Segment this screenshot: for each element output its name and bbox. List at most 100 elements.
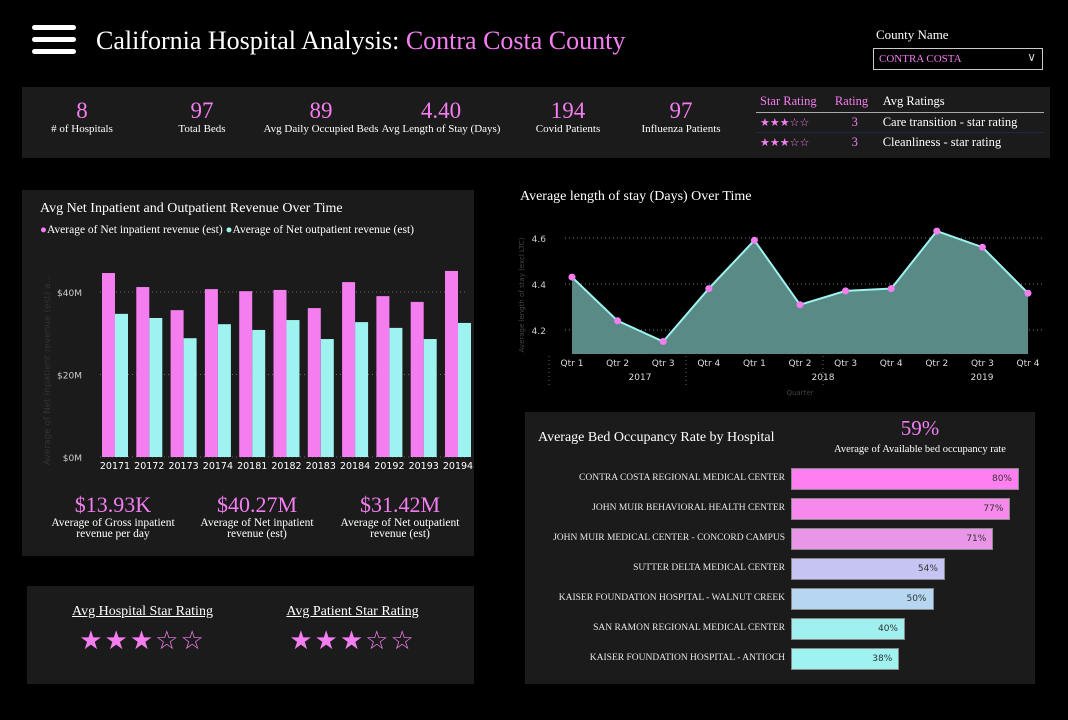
data-point [842, 287, 850, 295]
data-point [978, 243, 986, 251]
rating-name: Care transition - star rating [882, 114, 1018, 129]
rating-value: 3 [851, 134, 858, 149]
kpi-card: 97 Total Beds [142, 98, 262, 135]
bar-inpatient [102, 273, 115, 457]
x-tick-label: Qtr 4 [697, 359, 720, 369]
occupancy-bar[interactable]: 77% [791, 498, 1011, 520]
hospital-star-icons: ★★★☆☆ [79, 626, 206, 655]
y-tick-label: $20M [57, 372, 82, 382]
column-header: Avg Ratings [882, 94, 945, 109]
title-county: Contra Costa County [405, 26, 626, 55]
kpi-label: Covid Patients [535, 123, 601, 135]
data-point [887, 285, 895, 293]
bar-inpatient [342, 282, 356, 457]
x-tick-label: 20173 [168, 461, 198, 472]
star-icons: ★★★☆☆ [760, 136, 810, 149]
kpi-gross-inpatient: $13.93K Average of Gross inpatient revenu… [38, 492, 188, 540]
legend-inpatient[interactable]: Average of Net inpatient revenue (est) [46, 224, 223, 236]
stay-chart-title: Average length of stay (Days) Over Time [520, 189, 752, 204]
y-axis-title: Average length of stay (excl LTC) [518, 237, 526, 352]
bar-outpatient [458, 322, 471, 457]
bar-outpatient [286, 320, 300, 457]
kpi-net-inpatient: $40.27M Average of Net inpatient revenue … [182, 492, 332, 540]
kpi-label: Average of Net outpatient revenue (est) [340, 517, 460, 540]
occupancy-kpi-label: Average of Available bed occupancy rate [834, 444, 1006, 455]
x-tick-label: 20194 [443, 461, 473, 472]
bar-inpatient [170, 310, 184, 457]
bar-inpatient [307, 308, 321, 457]
kpi-value: $13.93K [74, 492, 152, 517]
county-filter-label: County Name [876, 27, 949, 42]
kpi-card: 8 # of Hospitals [22, 98, 142, 135]
kpi-value: $40.27M [216, 492, 298, 517]
star-rating-table: Star Rating Rating Avg Ratings ★★★☆☆ 3 C… [756, 92, 1044, 152]
county-dropdown[interactable]: CONTRA COSTA ∨ [873, 48, 1043, 70]
data-point [750, 236, 758, 244]
occupancy-bar[interactable]: 38% [791, 648, 900, 670]
hospital-label: JOHN MUIR BEHAVIORAL HEALTH CENTER [592, 503, 785, 513]
year-label: 2018 [812, 373, 835, 383]
bar-outpatient [217, 324, 231, 457]
year-label: 2019 [971, 373, 994, 383]
x-tick-label: Qtr 3 [652, 359, 675, 369]
occupancy-bar[interactable]: 54% [791, 558, 945, 580]
y-tick-label: 4.4 [532, 281, 547, 291]
table-row: ★★★☆☆ 3 Cleanliness - star rating [756, 132, 1044, 152]
column-header: Star Rating [760, 94, 817, 109]
x-tick-label: Qtr 2 [925, 359, 948, 369]
kpi-card: 89 Avg Daily Occupied Beds [261, 98, 381, 135]
kpi-net-outpatient: $31.42M Average of Net outpatient revenue… [325, 492, 475, 540]
bar-data-label: 38% [872, 654, 893, 664]
x-axis-title: Quarter [786, 389, 813, 397]
chevron-down-icon: ∨ [1027, 50, 1036, 64]
occupancy-bar[interactable]: 80% [791, 468, 1019, 490]
hospital-label: KAISER FOUNDATION HOSPITAL - WALNUT CREE… [558, 593, 785, 603]
kpi-label: Average of Gross inpatient revenue per d… [51, 517, 175, 540]
legend-outpatient[interactable]: Average of Net outpatient revenue (est) [232, 224, 414, 236]
table-row: ★★★☆☆ 3 Care transition - star rating [756, 112, 1044, 132]
kpi-label: Average of Net inpatient revenue (est) [200, 517, 314, 540]
kpi-label: Avg Length of Stay (Days) [381, 123, 501, 135]
title-prefix: California Hospital Analysis: [96, 26, 406, 55]
kpi-card: 97 Influenza Patients [621, 98, 741, 135]
data-point [705, 285, 713, 293]
x-tick-label: Qtr 4 [1017, 359, 1040, 369]
y-axis-title: Average of Net inpatient revenue (est) a… [43, 275, 53, 466]
stay-area-chart: Average length of stay (excl LTC) 4.2 4.4 4… [518, 227, 1045, 397]
page-title: California Hospital Analysis: Contra Cos… [96, 26, 625, 56]
kpi-value: 97 [669, 98, 693, 123]
area-fill [572, 231, 1028, 354]
bar-outpatient [252, 329, 266, 457]
occupancy-bar[interactable]: 50% [791, 588, 934, 610]
data-point [568, 273, 576, 281]
hamburger-menu-icon[interactable] [32, 25, 76, 61]
kpi-value: 4.40 [420, 98, 462, 123]
occupancy-kpi-value: 59% [900, 416, 940, 440]
bar-inpatient [445, 270, 458, 457]
x-tick-label: 20183 [306, 461, 336, 472]
kpi-label: Influenza Patients [641, 123, 721, 135]
kpi-value: 89 [309, 98, 333, 123]
x-tick-label: 20174 [203, 461, 233, 472]
bar-outpatient [389, 327, 403, 457]
x-tick-label: 20182 [271, 461, 301, 472]
data-point [659, 338, 667, 345]
x-tick-label: 20184 [340, 461, 370, 472]
legend-dot-pink: ● [40, 224, 47, 236]
bar-inpatient [204, 289, 218, 457]
occupancy-bar[interactable]: 71% [791, 528, 994, 550]
kpi-value: 8 [76, 98, 88, 123]
column-header: Rating [834, 94, 869, 109]
patient-star-icons: ★★★☆☆ [289, 626, 416, 655]
hospital-label: CONTRA COSTA REGIONAL MEDICAL CENTER [579, 473, 785, 483]
bar-data-label: 54% [917, 564, 938, 574]
x-tick-label: Qtr 4 [880, 359, 903, 369]
revenue-bar-chart: Average of Net inpatient revenue (est) a… [43, 270, 473, 472]
bar-outpatient [149, 317, 163, 457]
x-tick-label: 20181 [237, 461, 267, 472]
x-tick-label: Qtr 1 [561, 359, 584, 369]
bar-outpatient [423, 339, 437, 457]
occupancy-bar[interactable]: 40% [791, 618, 905, 640]
star-rating-panel [27, 586, 474, 684]
bar-data-label: 80% [991, 474, 1012, 484]
